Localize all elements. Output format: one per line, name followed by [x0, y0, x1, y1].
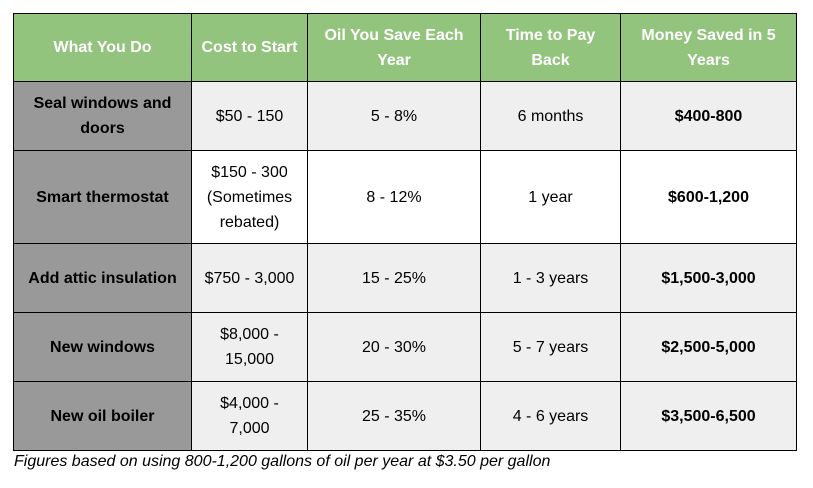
row-header-upgrade: New oil boiler: [13, 381, 192, 451]
table-row: New oil boiler $4,000 - 7,000 25 - 35% 4…: [13, 381, 797, 451]
cell-cost: $4,000 - 7,000: [191, 381, 308, 451]
cell-oil-saved: 20 - 30%: [307, 312, 481, 382]
cell-payback: 6 months: [480, 81, 621, 151]
cell-oil-saved: 8 - 12%: [307, 150, 481, 244]
cell-payback: 4 - 6 years: [480, 381, 621, 451]
cell-cost: $50 - 150: [191, 81, 308, 151]
cell-oil-saved: 15 - 25%: [307, 243, 481, 313]
cell-cost: $750 - 3,000: [191, 243, 308, 313]
table-footnote: Figures based on using 800-1,200 gallons…: [14, 453, 551, 470]
cell-oil-saved: 5 - 8%: [307, 81, 481, 151]
table-row: Seal windows and doors $50 - 150 5 - 8% …: [13, 81, 797, 151]
savings-table: What You Do Cost to Start Oil You Save E…: [13, 13, 797, 451]
column-header-oil-saved: Oil You Save Each Year: [307, 13, 481, 82]
cell-money-saved: $400-800: [620, 81, 797, 151]
cell-money-saved: $1,500-3,000: [620, 243, 797, 313]
cell-cost: $8,000 - 15,000: [191, 312, 308, 382]
column-header-money-saved: Money Saved in 5 Years: [620, 13, 797, 82]
row-header-upgrade: Seal windows and doors: [13, 81, 192, 151]
row-header-upgrade: Smart thermostat: [13, 150, 192, 244]
column-header-what-you-do: What You Do: [13, 13, 192, 82]
cell-money-saved: $600-1,200: [620, 150, 797, 244]
cell-money-saved: $2,500-5,000: [620, 312, 797, 382]
cell-oil-saved: 25 - 35%: [307, 381, 481, 451]
row-header-upgrade: New windows: [13, 312, 192, 382]
cell-payback: 1 - 3 years: [480, 243, 621, 313]
cell-money-saved: $3,500-6,500: [620, 381, 797, 451]
table-row: Add attic insulation $750 - 3,000 15 - 2…: [13, 243, 797, 313]
cell-payback: 1 year: [480, 150, 621, 244]
table-header-row: What You Do Cost to Start Oil You Save E…: [13, 13, 797, 82]
column-header-cost-to-start: Cost to Start: [191, 13, 308, 82]
cell-payback: 5 - 7 years: [480, 312, 621, 382]
cell-cost: $150 - 300 (Sometimes rebated): [191, 150, 308, 244]
table-row: New windows $8,000 - 15,000 20 - 30% 5 -…: [13, 312, 797, 382]
row-header-upgrade: Add attic insulation: [13, 243, 192, 313]
column-header-payback-time: Time to Pay Back: [480, 13, 621, 82]
table-row: Smart thermostat $150 - 300 (Sometimes r…: [13, 150, 797, 244]
